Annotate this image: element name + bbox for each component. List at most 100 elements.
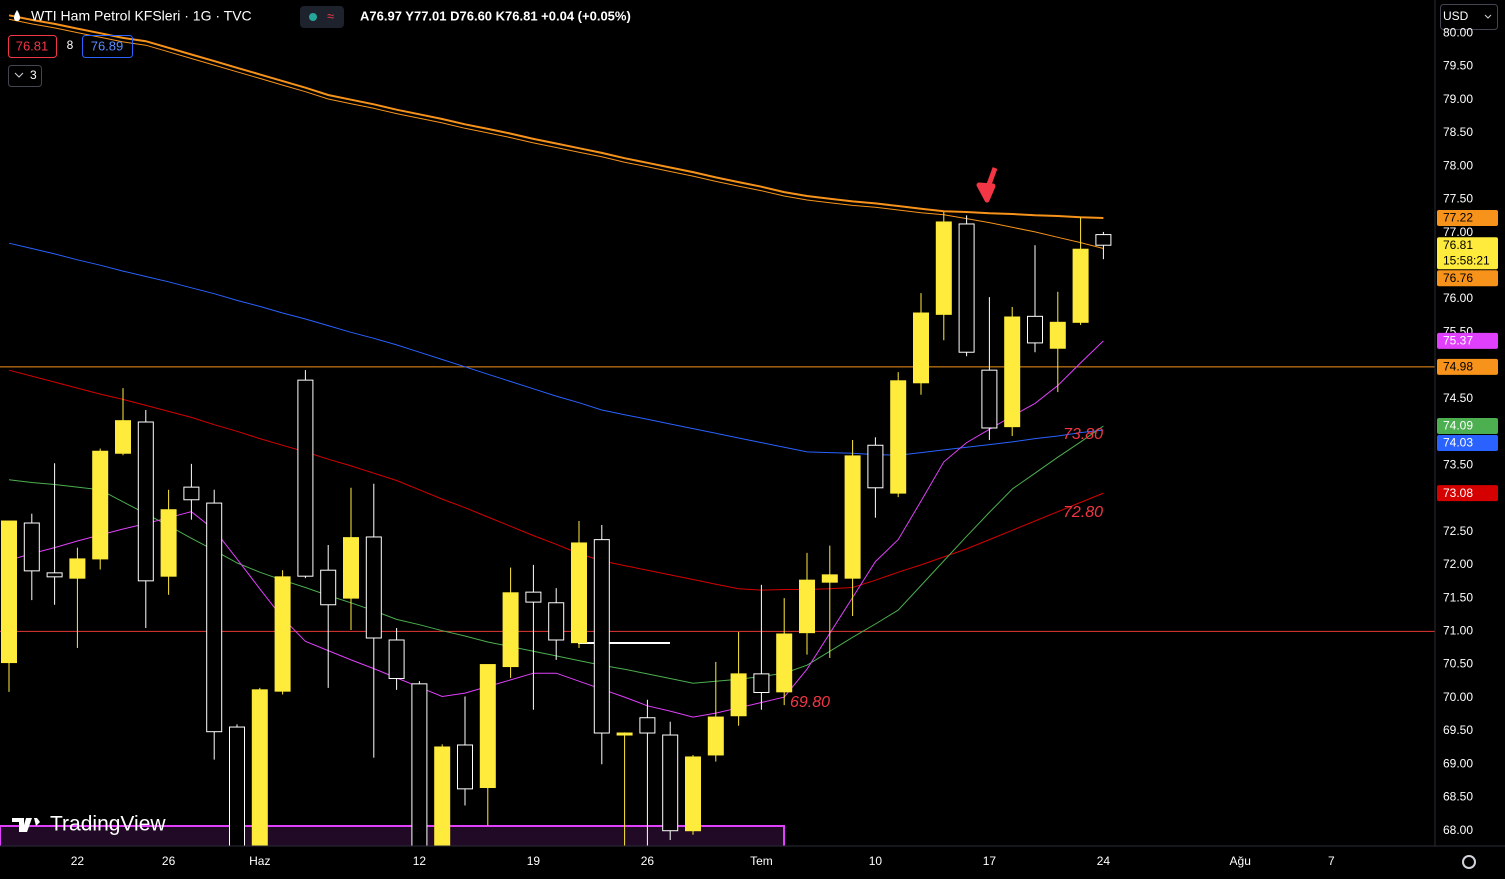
candle-body: [753, 673, 770, 693]
y-tick-label: 77.00: [1443, 225, 1473, 239]
y-tick-label: 74.50: [1443, 391, 1473, 405]
x-tick-label: 7: [1328, 854, 1335, 868]
candle-body: [616, 732, 633, 736]
price-tag: [1437, 237, 1498, 270]
candle-body: [365, 536, 382, 639]
candle-body: [502, 592, 519, 668]
candle-body: [890, 380, 907, 494]
candle-body: [388, 639, 405, 680]
candle-body: [821, 574, 838, 583]
y-tick-label: 69.00: [1443, 756, 1473, 770]
market-dot: [309, 13, 317, 21]
annotation: 73.80: [1063, 426, 1103, 443]
candle-body: [776, 633, 793, 693]
candle-body: [1072, 248, 1089, 323]
sell-price: 76.81: [16, 38, 49, 53]
candle-body: [662, 734, 679, 832]
y-tick-label: 76.00: [1443, 291, 1473, 305]
y-tick-label: 69.50: [1443, 723, 1473, 737]
candle-body: [525, 591, 542, 603]
candle-body: [1049, 321, 1066, 349]
x-tick-label: 22: [71, 854, 85, 868]
candle-body: [160, 509, 177, 577]
x-tick-label: Tem: [750, 854, 773, 868]
logo-icon: [12, 818, 40, 832]
price-tag: [1437, 417, 1498, 434]
candle-body: [685, 756, 701, 832]
logo-text: TradingView: [50, 813, 166, 836]
price-tag-label: 77.22: [1443, 211, 1473, 225]
x-tick-label: 26: [641, 854, 655, 868]
candle-body: [730, 673, 747, 717]
indicators-toggle[interactable]: [8, 65, 42, 87]
annotation: 72.80: [1063, 504, 1103, 521]
sell-badge[interactable]: [8, 35, 57, 58]
candle-body: [1095, 234, 1112, 246]
candle-body: [137, 421, 154, 582]
candle-body: [867, 444, 884, 489]
moving-average: [8, 369, 1104, 591]
candle-body: [1, 520, 17, 664]
y-tick-label: 73.50: [1443, 457, 1473, 471]
status-box: [300, 6, 344, 28]
x-tick-label: 10: [869, 854, 883, 868]
candle-body: [457, 744, 473, 790]
candle-body: [229, 726, 245, 846]
price-tag-label: 76.81: [1443, 238, 1473, 252]
chevron: [14, 72, 24, 78]
drawn-box: [0, 825, 785, 846]
x-tick-label: 24: [1097, 854, 1111, 868]
y-tick-label: 70.00: [1443, 690, 1473, 704]
candle-body: [707, 716, 724, 756]
candle-body: [183, 486, 200, 501]
candle-body: [206, 502, 223, 733]
moving-average: [8, 18, 1104, 249]
price-tag: [1437, 358, 1498, 375]
y-tick-label: 80.00: [1443, 25, 1473, 39]
y-tick-label: 71.50: [1443, 590, 1473, 604]
y-tick-label: 71.00: [1443, 624, 1473, 638]
x-tick-label: 17: [983, 854, 997, 868]
candle-body: [958, 223, 975, 353]
candle-body: [913, 312, 929, 384]
candle-body: [844, 455, 861, 579]
y-tick-label: 78.50: [1443, 125, 1473, 139]
price-tag-label: 74.09: [1443, 419, 1473, 433]
price-tag-label: 73.08: [1443, 486, 1473, 500]
price-tag: [1437, 434, 1498, 451]
candle-body: [411, 683, 428, 846]
symbol: WTI Ham Petrol KFSleri · 1G · TVC: [31, 8, 252, 24]
candle-body: [593, 539, 610, 734]
price-tag: [1437, 209, 1498, 226]
candle-body: [571, 542, 587, 644]
candle-body: [434, 746, 451, 846]
y-tick-label: 79.50: [1443, 59, 1473, 73]
candle-body: [343, 537, 359, 599]
drop-icon: [14, 10, 20, 21]
spread: 8: [67, 38, 74, 52]
logo: TradingView: [12, 813, 166, 836]
candle-body: [297, 379, 314, 577]
candle-body: [320, 569, 337, 606]
buy-price: 76.89: [91, 38, 124, 53]
candle-body: [1027, 315, 1043, 344]
y-tick-label: 72.50: [1443, 524, 1473, 538]
price-tag-label: 74.03: [1443, 436, 1473, 450]
candle-body: [935, 221, 952, 315]
chevron: [1484, 14, 1492, 19]
candle-body: [46, 572, 63, 578]
delay-icon: ≈: [327, 8, 334, 23]
moving-average: [8, 14, 1104, 219]
settings-icon[interactable]: [1462, 855, 1476, 869]
buy-badge[interactable]: [82, 35, 133, 58]
candle-body: [639, 717, 656, 734]
currency-select[interactable]: [1440, 4, 1498, 30]
annotation: 69.80: [790, 694, 830, 711]
y-tick-label: 79.00: [1443, 92, 1473, 106]
y-tick-label: 78.00: [1443, 158, 1473, 172]
candle-body: [92, 450, 109, 560]
price-tag: [1437, 485, 1498, 502]
candle-body: [981, 369, 998, 429]
